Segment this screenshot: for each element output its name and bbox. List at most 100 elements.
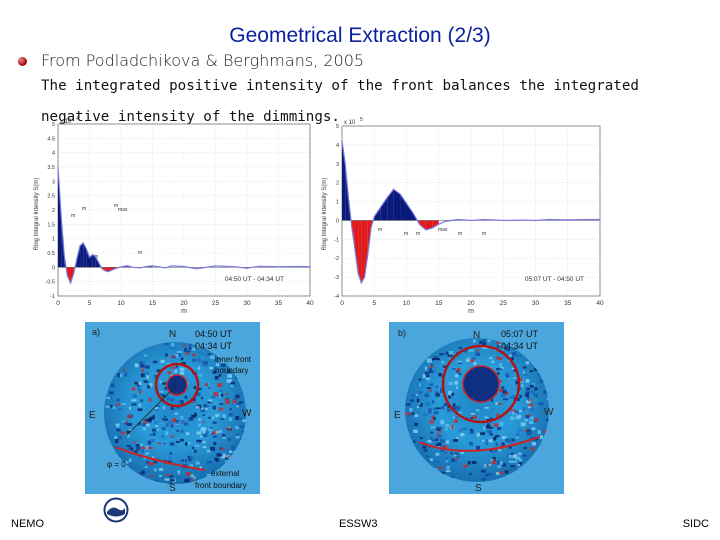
noise-speck xyxy=(532,427,536,430)
positive-area xyxy=(387,189,394,221)
noise-speck xyxy=(472,415,477,420)
noise-speck xyxy=(170,355,174,359)
noise-speck xyxy=(203,361,208,365)
y-tick-label: 3.5 xyxy=(47,165,55,171)
noise-speck xyxy=(435,407,441,410)
noise-speck xyxy=(230,385,235,388)
noise-speck xyxy=(122,420,125,423)
noise-speck xyxy=(413,440,416,443)
noise-speck xyxy=(474,352,479,356)
noise-speck xyxy=(196,431,202,435)
noise-speck xyxy=(445,351,449,355)
noise-speck xyxy=(136,382,141,387)
x-tick-label: 0 xyxy=(56,300,60,307)
noise-speck xyxy=(180,357,184,361)
noise-speck xyxy=(165,431,169,436)
noise-speck xyxy=(514,416,520,420)
noise-speck xyxy=(529,407,535,412)
front-boundary xyxy=(441,344,521,424)
noise-speck xyxy=(436,434,442,436)
noise-speck xyxy=(116,403,121,406)
noise-speck xyxy=(435,468,438,471)
noise-speck xyxy=(171,343,175,347)
noise-speck xyxy=(126,430,130,434)
noise-speck xyxy=(152,360,158,364)
noise-speck xyxy=(452,368,457,370)
noise-speck xyxy=(191,347,196,351)
noise-speck xyxy=(208,416,213,419)
noise-speck xyxy=(228,417,232,422)
sidc-logo xyxy=(103,497,129,523)
noise-speck xyxy=(231,445,235,450)
noise-speck xyxy=(128,429,134,431)
noise-speck xyxy=(471,357,476,360)
time-line-1: 04:50 UT xyxy=(195,329,233,339)
noise-speck xyxy=(526,429,531,433)
noise-speck xyxy=(512,454,518,459)
noise-speck xyxy=(488,430,492,434)
noise-speck xyxy=(524,418,529,422)
annotation-label: m xyxy=(416,231,420,237)
noise-speck xyxy=(194,449,197,453)
y-scale-label: x 10 xyxy=(344,120,356,126)
noise-speck xyxy=(431,357,435,361)
noise-speck xyxy=(435,385,439,389)
external-label: external xyxy=(211,469,240,478)
noise-speck xyxy=(431,402,434,404)
noise-speck xyxy=(116,428,121,432)
noise-speck xyxy=(526,395,529,399)
y-scale-exponent: 5 xyxy=(360,117,363,123)
noise-speck xyxy=(490,398,493,402)
noise-speck xyxy=(177,352,181,357)
noise-speck xyxy=(235,394,240,398)
noise-speck xyxy=(455,455,461,457)
positive-area xyxy=(89,254,93,268)
noise-speck xyxy=(228,426,231,429)
noise-speck xyxy=(238,392,243,397)
noise-speck xyxy=(470,417,473,420)
inner-front-boundary xyxy=(154,362,200,408)
noise-speck xyxy=(456,360,462,363)
noise-speck xyxy=(133,440,136,444)
noise-speck xyxy=(460,452,464,455)
noise-speck xyxy=(148,474,153,477)
noise-speck xyxy=(524,393,529,397)
noise-speck xyxy=(426,358,432,363)
noise-speck xyxy=(511,438,515,442)
data-point xyxy=(76,258,78,260)
noise-speck xyxy=(183,344,187,347)
noise-speck xyxy=(500,462,503,465)
inner-front-label: inner front xyxy=(215,355,252,364)
noise-speck xyxy=(528,399,531,402)
noise-speck xyxy=(140,373,145,378)
y-tick-label: 1 xyxy=(52,237,55,243)
noise-speck xyxy=(469,441,473,446)
negative-area xyxy=(417,220,420,225)
noise-speck xyxy=(197,351,200,354)
noise-speck xyxy=(172,418,176,423)
noise-speck xyxy=(455,405,461,410)
noise-speck xyxy=(416,383,421,387)
x-axis-label: m xyxy=(181,308,187,315)
data-point xyxy=(214,265,217,267)
noise-speck xyxy=(198,392,202,397)
noise-speck xyxy=(537,430,541,434)
noise-speck xyxy=(494,450,497,453)
noise-speck xyxy=(116,398,121,402)
noise-speck xyxy=(517,378,523,382)
noise-speck xyxy=(177,351,182,353)
noise-speck xyxy=(109,391,114,395)
x-tick-label: 10 xyxy=(117,300,125,307)
noise-speck xyxy=(198,423,201,427)
y-tick-label: -4 xyxy=(334,294,339,300)
data-point xyxy=(63,255,65,257)
noise-speck xyxy=(206,473,212,477)
noise-speck xyxy=(429,365,433,369)
noise-speck xyxy=(435,393,440,397)
north-label: N xyxy=(473,330,480,341)
noise-speck xyxy=(207,460,213,464)
noise-speck xyxy=(148,397,152,402)
noise-speck xyxy=(495,442,498,447)
noise-speck xyxy=(451,392,454,396)
noise-speck xyxy=(190,474,194,478)
